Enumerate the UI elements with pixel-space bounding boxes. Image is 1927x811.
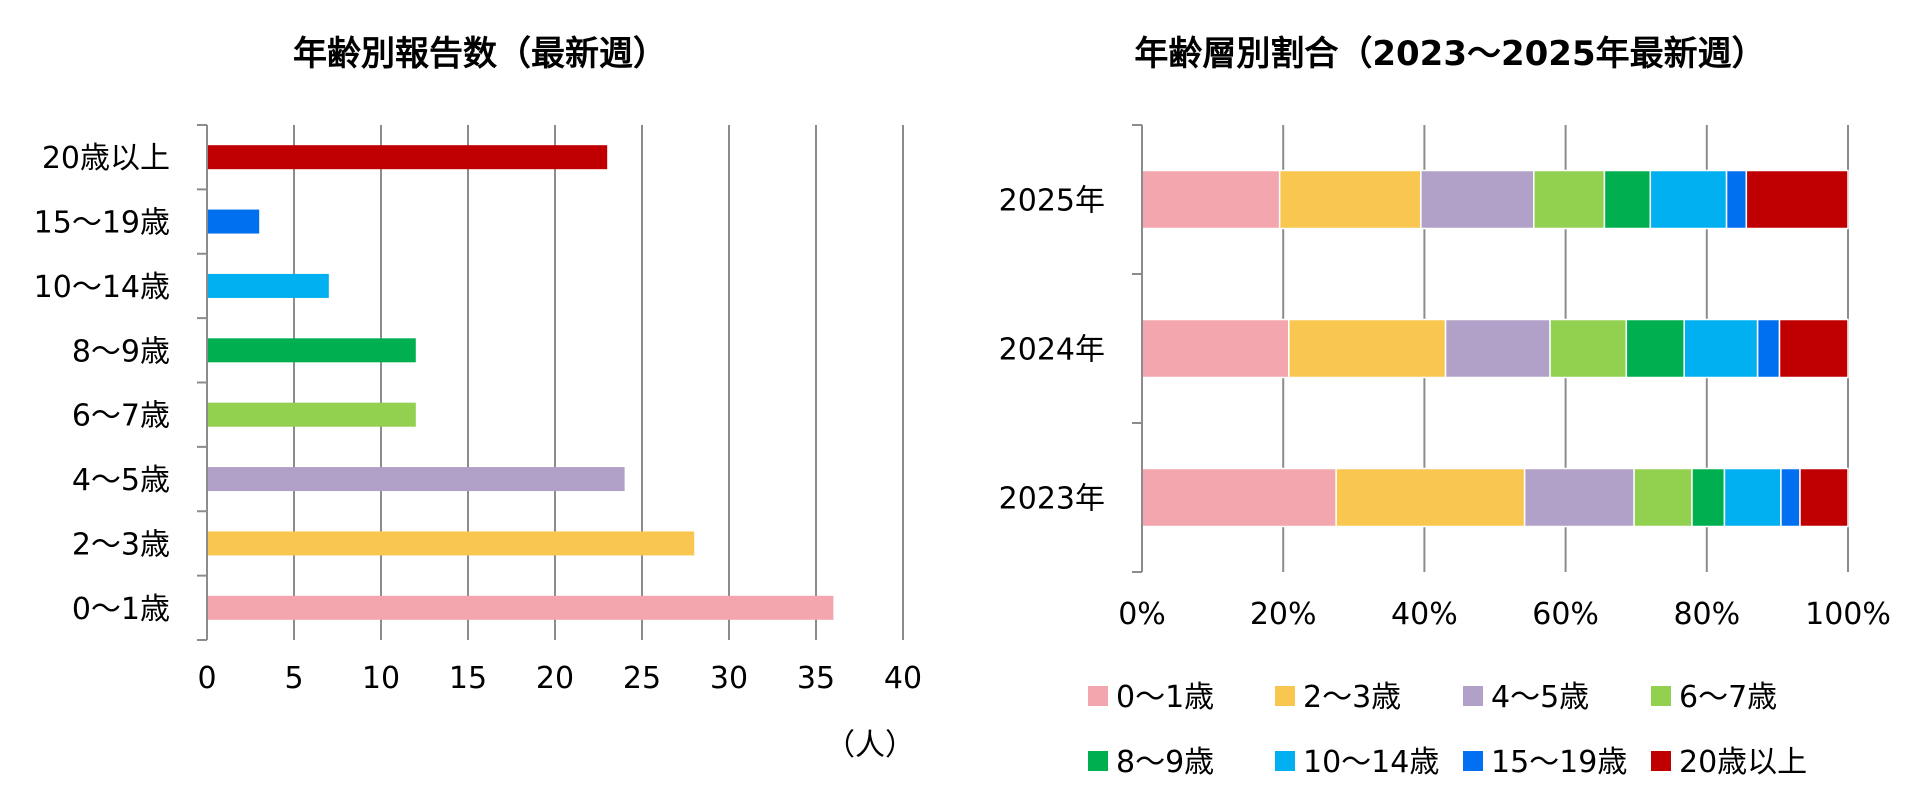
legend-swatch <box>1275 686 1295 706</box>
left-tick-label: 15 <box>449 661 487 696</box>
right-bar-segment <box>1691 467 1726 528</box>
legend-swatch <box>1088 686 1108 706</box>
legend-swatch <box>1275 751 1295 771</box>
right-tick-label: 80% <box>1673 597 1740 632</box>
right-bar-segment <box>1420 169 1535 230</box>
left-chart-title: 年齢別報告数（最新週） <box>293 34 667 74</box>
left-category-label: 20歳以上 <box>42 141 170 176</box>
legend-swatch <box>1651 686 1671 706</box>
right-bar-segment <box>1745 169 1849 230</box>
right-legend: 0〜1歳 2〜3歳 4〜5歳 6〜7歳 8〜9歳 10〜14歳 15〜19歳 20歳以上 <box>1088 680 1807 780</box>
left-category-label: 15〜19歳 <box>34 206 170 241</box>
left-category-label: 0〜1歳 <box>72 592 170 627</box>
left-category-label: 2〜3歳 <box>72 527 170 562</box>
left-bar <box>207 209 260 234</box>
right-bar-segment <box>1799 467 1849 528</box>
right-bar-segment <box>1778 318 1849 379</box>
right-bar-segment <box>1603 169 1652 230</box>
right-category-label: 2023年 <box>999 482 1105 517</box>
right-tick-label: 40% <box>1391 597 1458 632</box>
left-bar <box>207 531 695 556</box>
right-tick-label: 100% <box>1805 597 1891 632</box>
right-bar-segment <box>1649 169 1728 230</box>
age-share-chart: 年齢層別割合（2023〜2025年最新週） 2025年 2024年 2023年 0%… <box>999 34 1891 780</box>
right-bar-segment <box>1523 467 1635 528</box>
right-bar-segment <box>1335 467 1526 528</box>
right-bar-segment <box>1625 318 1685 379</box>
legend-label: 10〜14歳 <box>1303 745 1439 780</box>
left-tick-label: 40 <box>884 661 922 696</box>
left-unit-label: （人） <box>825 728 915 763</box>
legend-label: 6〜7歳 <box>1679 680 1777 715</box>
right-tick-label: 0% <box>1118 597 1166 632</box>
right-bar-segment <box>1141 467 1337 528</box>
right-tick-label: 60% <box>1532 597 1599 632</box>
legend-swatch <box>1088 751 1108 771</box>
left-category-label: 10〜14歳 <box>34 270 170 305</box>
legend-label: 4〜5歳 <box>1491 680 1589 715</box>
left-bar <box>207 467 625 492</box>
right-bar-segment <box>1725 169 1748 230</box>
left-bar <box>207 145 608 170</box>
right-category-label: 2025年 <box>999 184 1105 219</box>
right-chart-title: 年齢層別割合（2023〜2025年最新週） <box>1134 34 1765 74</box>
left-category-label: 4〜5歳 <box>72 463 170 498</box>
right-bar-segment <box>1549 318 1628 379</box>
right-bar-segment <box>1288 318 1447 379</box>
left-tick-label: 30 <box>710 661 748 696</box>
legend-label: 20歳以上 <box>1679 745 1807 780</box>
legend-swatch <box>1463 751 1483 771</box>
left-category-label: 6〜7歳 <box>72 399 170 434</box>
right-tick-labels: 0% 20% 40% 60% 80% 100% <box>1118 597 1891 632</box>
right-bar-segment <box>1633 467 1693 528</box>
right-category-label: 2024年 <box>999 333 1105 368</box>
right-bar-segment <box>1683 318 1759 379</box>
legend-label: 2〜3歳 <box>1303 680 1401 715</box>
right-stacked-bars <box>1141 169 1849 528</box>
left-bars <box>207 145 834 620</box>
right-bar-segment <box>1278 169 1422 230</box>
right-tick-label: 20% <box>1250 597 1317 632</box>
age-count-chart: 年齢別報告数（最新週） 20歳以上 15〜19歳 10〜14歳 8〜9歳 6〜7歳 4〜5… <box>34 34 922 763</box>
right-bar-segment <box>1444 318 1551 379</box>
right-bar-segment <box>1141 318 1290 379</box>
left-bar <box>207 595 834 620</box>
right-bar-segment <box>1756 318 1781 379</box>
right-bar-segment <box>1141 169 1281 230</box>
left-tick-labels: 0 5 10 15 20 25 30 35 40 <box>197 661 922 696</box>
left-category-labels: 20歳以上 15〜19歳 10〜14歳 8〜9歳 6〜7歳 4〜5歳 2〜3歳 0〜1歳 <box>34 141 170 627</box>
legend-swatch <box>1651 751 1671 771</box>
right-bar-segment <box>1780 467 1801 528</box>
right-bar-segment <box>1533 169 1606 230</box>
right-category-labels: 2025年 2024年 2023年 <box>999 184 1105 517</box>
left-tick-label: 0 <box>197 661 216 696</box>
left-tick-label: 10 <box>362 661 400 696</box>
left-bar <box>207 338 416 363</box>
right-bar-segment <box>1723 467 1782 528</box>
left-bar <box>207 402 416 427</box>
left-tick-label: 20 <box>536 661 574 696</box>
left-tick-label: 35 <box>797 661 835 696</box>
left-gridlines <box>197 124 904 641</box>
legend-label: 15〜19歳 <box>1491 745 1627 780</box>
left-category-label: 8〜9歳 <box>72 334 170 369</box>
left-tick-label: 5 <box>284 661 303 696</box>
left-tick-label: 25 <box>623 661 661 696</box>
legend-swatch <box>1463 686 1483 706</box>
legend-label: 8〜9歳 <box>1116 745 1214 780</box>
left-bar <box>207 273 329 298</box>
legend-label: 0〜1歳 <box>1116 680 1214 715</box>
